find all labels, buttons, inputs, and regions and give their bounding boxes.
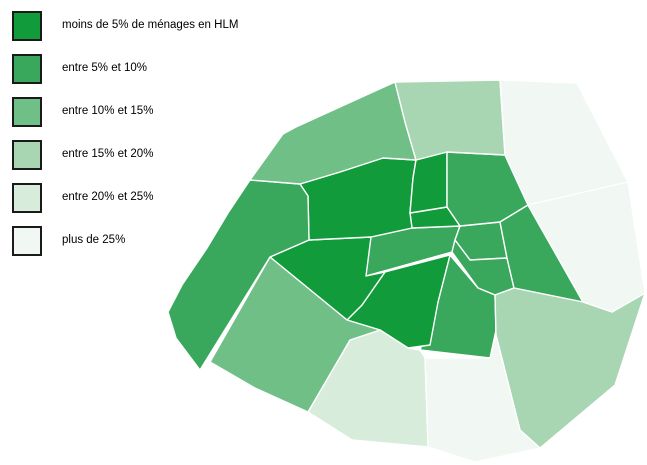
map-region-r16 [167,179,310,371]
map-region-r14 [307,329,429,448]
legend-swatch [12,97,42,127]
legend-item: entre 15% et 20% [12,140,238,170]
legend-item: entre 10% et 15% [12,97,238,127]
legend-label: entre 20% et 25% [62,191,154,204]
map-region-r13 [424,334,541,463]
legend-swatch [12,140,42,170]
legend-swatch [12,11,42,41]
legend-label: entre 15% et 20% [62,148,154,161]
legend-label: moins de 5% de ménages en HLM [62,19,239,32]
legend-swatch [12,226,42,256]
map-region-r9 [409,151,448,214]
legend-swatch [12,54,42,84]
legend-item: entre 20% et 25% [12,183,238,213]
legend-label: entre 10% et 15% [62,105,154,118]
legend-label: plus de 25% [62,234,126,247]
map-region-r15 [209,256,381,413]
legend-item: plus de 25% [12,226,238,256]
map-region-r20 [527,181,646,313]
legend-item: entre 5% et 10% [12,54,238,84]
legend-label: entre 5% et 10% [62,62,148,75]
legend-item: moins de 5% de ménages en HLM [12,11,238,41]
legend: moins de 5% de ménages en HLM entre 5% e… [12,11,238,256]
legend-swatch [12,183,42,213]
